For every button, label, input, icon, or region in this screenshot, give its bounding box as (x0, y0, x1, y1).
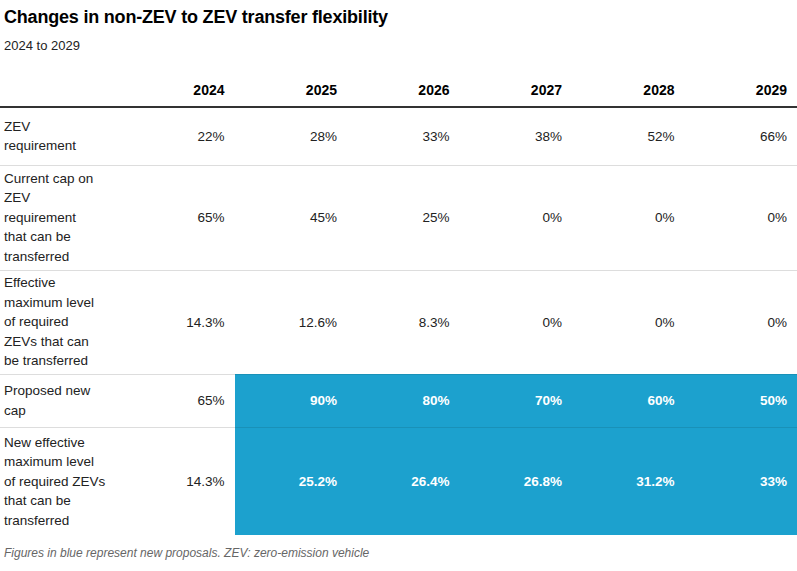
row-label: Effective maximum level of required ZEVs… (0, 270, 122, 374)
cell-2024: 22% (122, 107, 235, 165)
highlighted-cell-2029: 33% (685, 427, 797, 535)
cell-2024: 14.3% (122, 270, 235, 374)
table-row: New effective maximum level of required … (0, 427, 797, 535)
cell-2024: 14.3% (122, 427, 235, 535)
table-row: Effective maximum level of required ZEVs… (0, 270, 797, 374)
cell-2027: 38% (460, 107, 573, 165)
cell-2027: 0% (460, 270, 573, 374)
cell-2025: 45% (235, 165, 348, 270)
cell-2029: 0% (685, 270, 797, 374)
cell-2026: 25% (347, 165, 460, 270)
column-header-2024: 2024 (122, 77, 235, 107)
table-header: 202420252026202720282029 (0, 77, 797, 107)
cell-2029: 66% (685, 107, 797, 165)
cell-2024: 65% (122, 165, 235, 270)
row-label: New effective maximum level of required … (0, 427, 122, 535)
highlighted-cell-2026: 26.4% (347, 427, 460, 535)
column-header-2029: 2029 (685, 77, 797, 107)
column-header-2026: 2026 (347, 77, 460, 107)
row-label: ZEV requirement (0, 107, 122, 165)
row-label: Proposed new cap (0, 374, 122, 427)
footnote: Figures in blue represent new proposals.… (4, 546, 797, 560)
highlighted-cell-2026: 80% (347, 374, 460, 427)
column-header-2025: 2025 (235, 77, 348, 107)
highlighted-cell-2029: 50% (685, 374, 797, 427)
page-title: Changes in non-ZEV to ZEV transfer flexi… (4, 6, 797, 28)
highlighted-cell-2025: 90% (235, 374, 348, 427)
cell-2028: 52% (572, 107, 685, 165)
cell-2024: 65% (122, 374, 235, 427)
row-label: Current cap on ZEV requirement that can … (0, 165, 122, 270)
cell-2025: 12.6% (235, 270, 348, 374)
cell-2025: 28% (235, 107, 348, 165)
column-header-2028: 2028 (572, 77, 685, 107)
cell-2029: 0% (685, 165, 797, 270)
column-header-blank (0, 77, 122, 107)
table-row: Current cap on ZEV requirement that can … (0, 165, 797, 270)
cell-2026: 33% (347, 107, 460, 165)
highlighted-cell-2025: 25.2% (235, 427, 348, 535)
header-row: 202420252026202720282029 (0, 77, 797, 107)
highlighted-cell-2027: 26.8% (460, 427, 573, 535)
table-row: Proposed new cap65%90%80%70%60%50% (0, 374, 797, 427)
highlighted-cell-2027: 70% (460, 374, 573, 427)
subtitle: 2024 to 2029 (4, 38, 797, 53)
highlighted-cell-2028: 31.2% (572, 427, 685, 535)
table-row: ZEV requirement22%28%33%38%52%66% (0, 107, 797, 165)
cell-2028: 0% (572, 165, 685, 270)
highlighted-cell-2028: 60% (572, 374, 685, 427)
cell-2026: 8.3% (347, 270, 460, 374)
cell-2028: 0% (572, 270, 685, 374)
cell-2027: 0% (460, 165, 573, 270)
data-table: 202420252026202720282029 ZEV requirement… (0, 77, 797, 535)
chart-container: Changes in non-ZEV to ZEV transfer flexi… (0, 0, 797, 560)
column-header-2027: 2027 (460, 77, 573, 107)
table-body: ZEV requirement22%28%33%38%52%66%Current… (0, 107, 797, 535)
